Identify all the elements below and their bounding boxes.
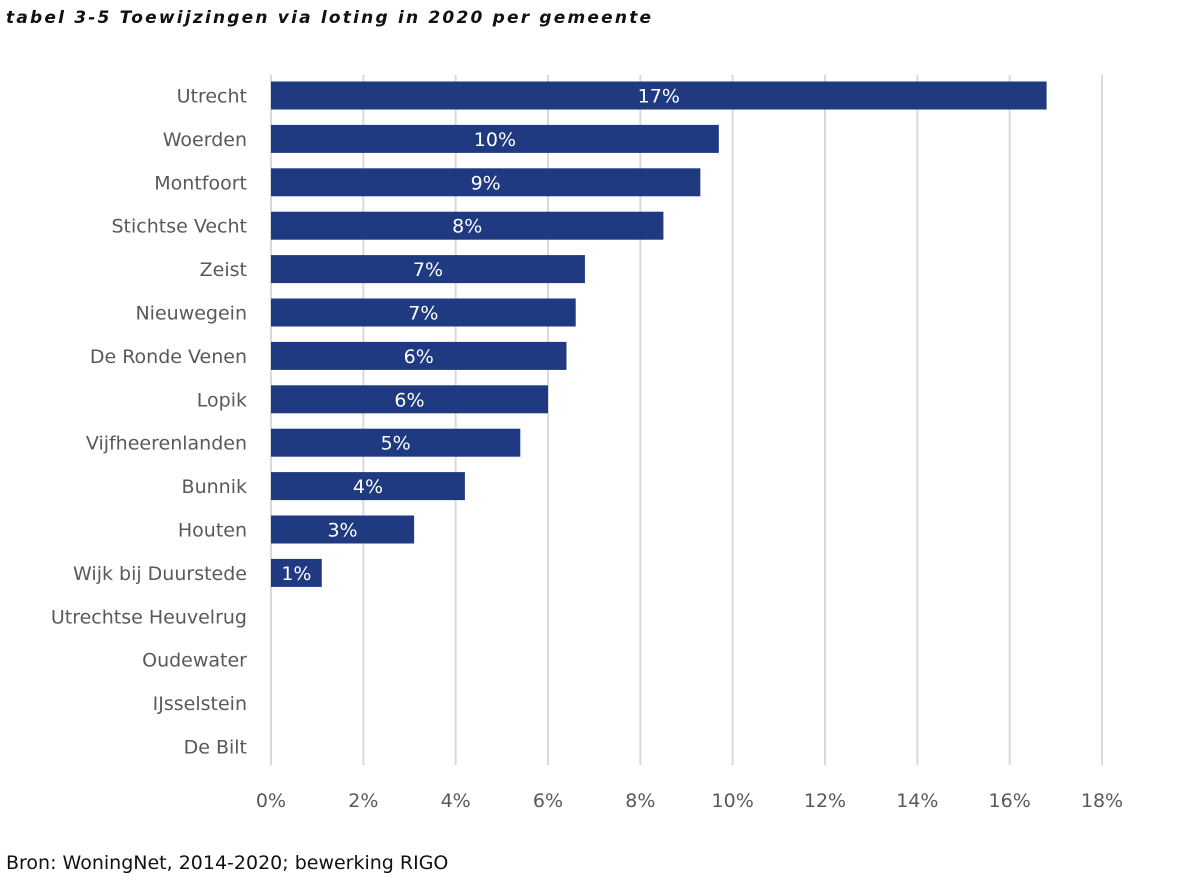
category-label: Wijk bij Duurstede — [73, 563, 247, 585]
data-label: 6% — [394, 389, 424, 411]
category-label: IJsselstein — [153, 693, 247, 715]
gridlines — [270, 75, 1103, 765]
bar — [271, 168, 701, 197]
x-tick-labels: 0% 2% 4% 6% 8% 10% 12% 14% 16% 18% — [256, 790, 1123, 812]
data-label: 17% — [638, 86, 680, 108]
bar — [271, 255, 585, 284]
bar — [271, 428, 521, 457]
category-label: Stichtse Vecht — [111, 216, 247, 238]
data-label: 7% — [413, 259, 443, 281]
category-label: Zeist — [200, 259, 247, 281]
category-label: Utrecht — [177, 86, 247, 108]
bar — [271, 81, 1047, 110]
data-label: 4% — [353, 476, 383, 498]
category-label: Woerden — [163, 129, 247, 151]
bar — [271, 472, 465, 501]
x-tick-label: 14% — [896, 790, 938, 812]
bar — [271, 558, 322, 587]
data-label: 1% — [281, 563, 311, 585]
category-label: De Ronde Venen — [90, 346, 247, 368]
data-labels: 17% 10% 9% 8% 7% 7% 6% 6% 5% 4% 3% 1% — [281, 86, 680, 585]
chart-title: tabel 3-5 Toewijzingen via loting in 202… — [6, 8, 654, 28]
data-label: 9% — [471, 172, 501, 194]
x-tick-label: 2% — [348, 790, 378, 812]
category-label: Oudewater — [142, 650, 247, 672]
x-tick-label: 6% — [533, 790, 563, 812]
bar — [271, 298, 576, 327]
bar — [271, 211, 664, 240]
bar — [271, 385, 548, 414]
category-label: Vijfheerenlanden — [86, 433, 247, 455]
category-label: Houten — [178, 520, 247, 542]
x-tick-label: 16% — [989, 790, 1031, 812]
x-tick-label: 10% — [712, 790, 754, 812]
x-tick-label: 8% — [625, 790, 655, 812]
data-label: 6% — [404, 346, 434, 368]
x-tick-label: 12% — [804, 790, 846, 812]
bar — [271, 341, 567, 370]
data-label: 3% — [327, 520, 357, 542]
x-tick-label: 0% — [256, 790, 286, 812]
category-label: Lopik — [197, 389, 247, 411]
bar — [271, 515, 415, 544]
bar — [271, 124, 719, 153]
x-tick-label: 4% — [441, 790, 471, 812]
category-label: Montfoort — [154, 172, 247, 194]
category-label: Bunnik — [182, 476, 247, 498]
source-note: Bron: WoningNet, 2014-2020; bewerking RI… — [6, 852, 449, 874]
data-label: 5% — [381, 433, 411, 455]
category-labels: Utrecht Woerden Montfoort Stichtse Vecht Zei… — [51, 86, 247, 759]
category-label: Nieuwegein — [135, 303, 247, 325]
category-label: De Bilt — [184, 737, 247, 759]
data-label: 10% — [474, 129, 516, 151]
data-label: 8% — [452, 216, 482, 238]
data-label: 7% — [408, 303, 438, 325]
category-label: Utrechtse Heuvelrug — [51, 606, 247, 628]
x-tick-label: 18% — [1081, 790, 1123, 812]
bars — [271, 81, 1047, 587]
